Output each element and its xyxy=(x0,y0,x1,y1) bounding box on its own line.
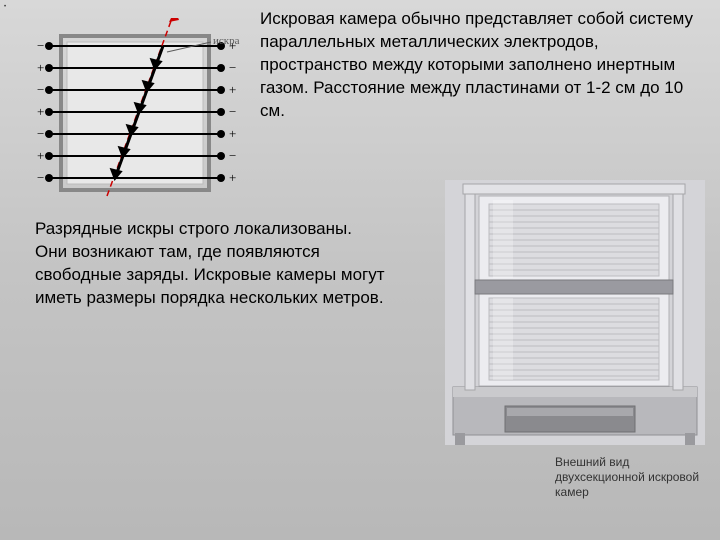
lower-plates xyxy=(489,298,659,380)
spark-chamber-photo xyxy=(445,180,705,445)
svg-text:+: + xyxy=(37,60,44,75)
svg-text:+: + xyxy=(229,170,236,185)
paragraph-2: Разрядные искры строго локализованы. Они… xyxy=(35,218,385,310)
photo-svg xyxy=(445,180,705,445)
svg-text:−: − xyxy=(37,82,44,97)
upper-plates xyxy=(489,204,659,276)
svg-text:−: − xyxy=(229,104,236,119)
bullet-marker: • xyxy=(4,4,6,10)
slide: { "bullet": "•", "paragraphs": { "p1": "… xyxy=(0,0,720,540)
diagram-svg: −+ +− −+ +− −+ +− −+ искра xyxy=(35,18,265,198)
particle-arrowhead xyxy=(169,18,179,22)
photo-caption: Внешний вид двухсекционной искровой каме… xyxy=(555,455,715,500)
svg-text:−: − xyxy=(37,38,44,53)
svg-text:+: + xyxy=(229,126,236,141)
spark-chamber-diagram: −+ +− −+ +− −+ +− −+ искра xyxy=(35,18,235,178)
svg-text:+: + xyxy=(37,148,44,163)
svg-text:−: − xyxy=(37,126,44,141)
svg-text:+: + xyxy=(229,82,236,97)
spark-label: искра xyxy=(213,35,240,47)
paragraph-1: Искровая камера обычно представляет собо… xyxy=(260,8,705,123)
svg-text:−: − xyxy=(229,148,236,163)
svg-text:−: − xyxy=(229,60,236,75)
svg-text:+: + xyxy=(37,104,44,119)
svg-text:−: − xyxy=(37,170,44,185)
